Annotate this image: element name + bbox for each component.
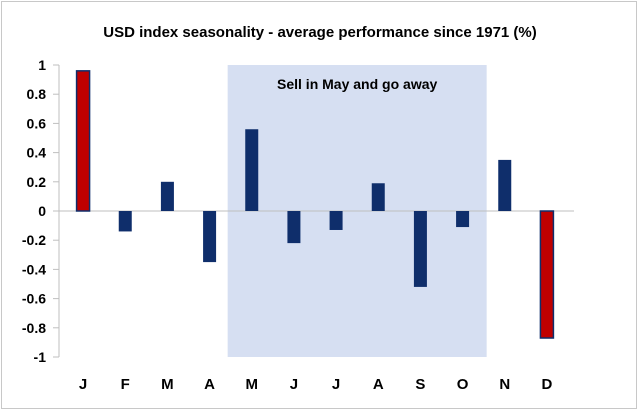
y-tick-label: 0.8 <box>27 86 47 102</box>
y-tick-label: -0.6 <box>22 291 46 307</box>
y-axis: 1 0.8 0.6 0.4 0.2 0 -0.2 -0.4 -0.6 -0.8 -1 <box>22 57 60 365</box>
chart-title: USD index seasonality - average performa… <box>103 24 537 41</box>
y-tick-label: 0.6 <box>27 115 47 131</box>
bar-5 <box>287 211 301 244</box>
bar-10 <box>498 159 512 211</box>
x-tick-label: J <box>79 376 87 393</box>
bar-9 <box>456 211 470 228</box>
x-tick-label: O <box>457 376 469 393</box>
y-tick-label: 0 <box>38 203 46 219</box>
bar-2 <box>160 181 174 211</box>
bar-1 <box>118 211 132 232</box>
bars-group <box>75 70 555 339</box>
x-tick-label: A <box>373 376 384 393</box>
y-tick-label: 0.4 <box>27 145 47 161</box>
x-tick-label: J <box>290 376 298 393</box>
bar-7 <box>371 183 385 211</box>
bar-3 <box>203 211 217 263</box>
bar-6 <box>329 211 343 230</box>
shaded-region-label: Sell in May and go away <box>277 76 437 92</box>
x-tick-label: A <box>204 376 215 393</box>
y-tick-label: -1 <box>34 349 47 365</box>
bar-11 <box>539 210 555 339</box>
bar-8 <box>413 211 427 287</box>
x-tick-label: S <box>415 376 425 393</box>
bar-0 <box>75 70 91 212</box>
y-tick-label: -0.4 <box>22 261 46 277</box>
y-tick-label: 0.2 <box>27 174 47 190</box>
x-tick-label: D <box>541 376 552 393</box>
x-tick-label: M <box>246 376 259 393</box>
y-tick-label: -0.2 <box>22 232 46 248</box>
y-tick-label: -0.8 <box>22 320 46 336</box>
x-tick-label: F <box>121 376 130 393</box>
bar-4 <box>245 129 259 211</box>
x-tick-label: M <box>161 376 174 393</box>
x-tick-label: J <box>332 376 340 393</box>
y-tick-label: 1 <box>38 57 46 73</box>
x-tick-label: N <box>499 376 510 393</box>
